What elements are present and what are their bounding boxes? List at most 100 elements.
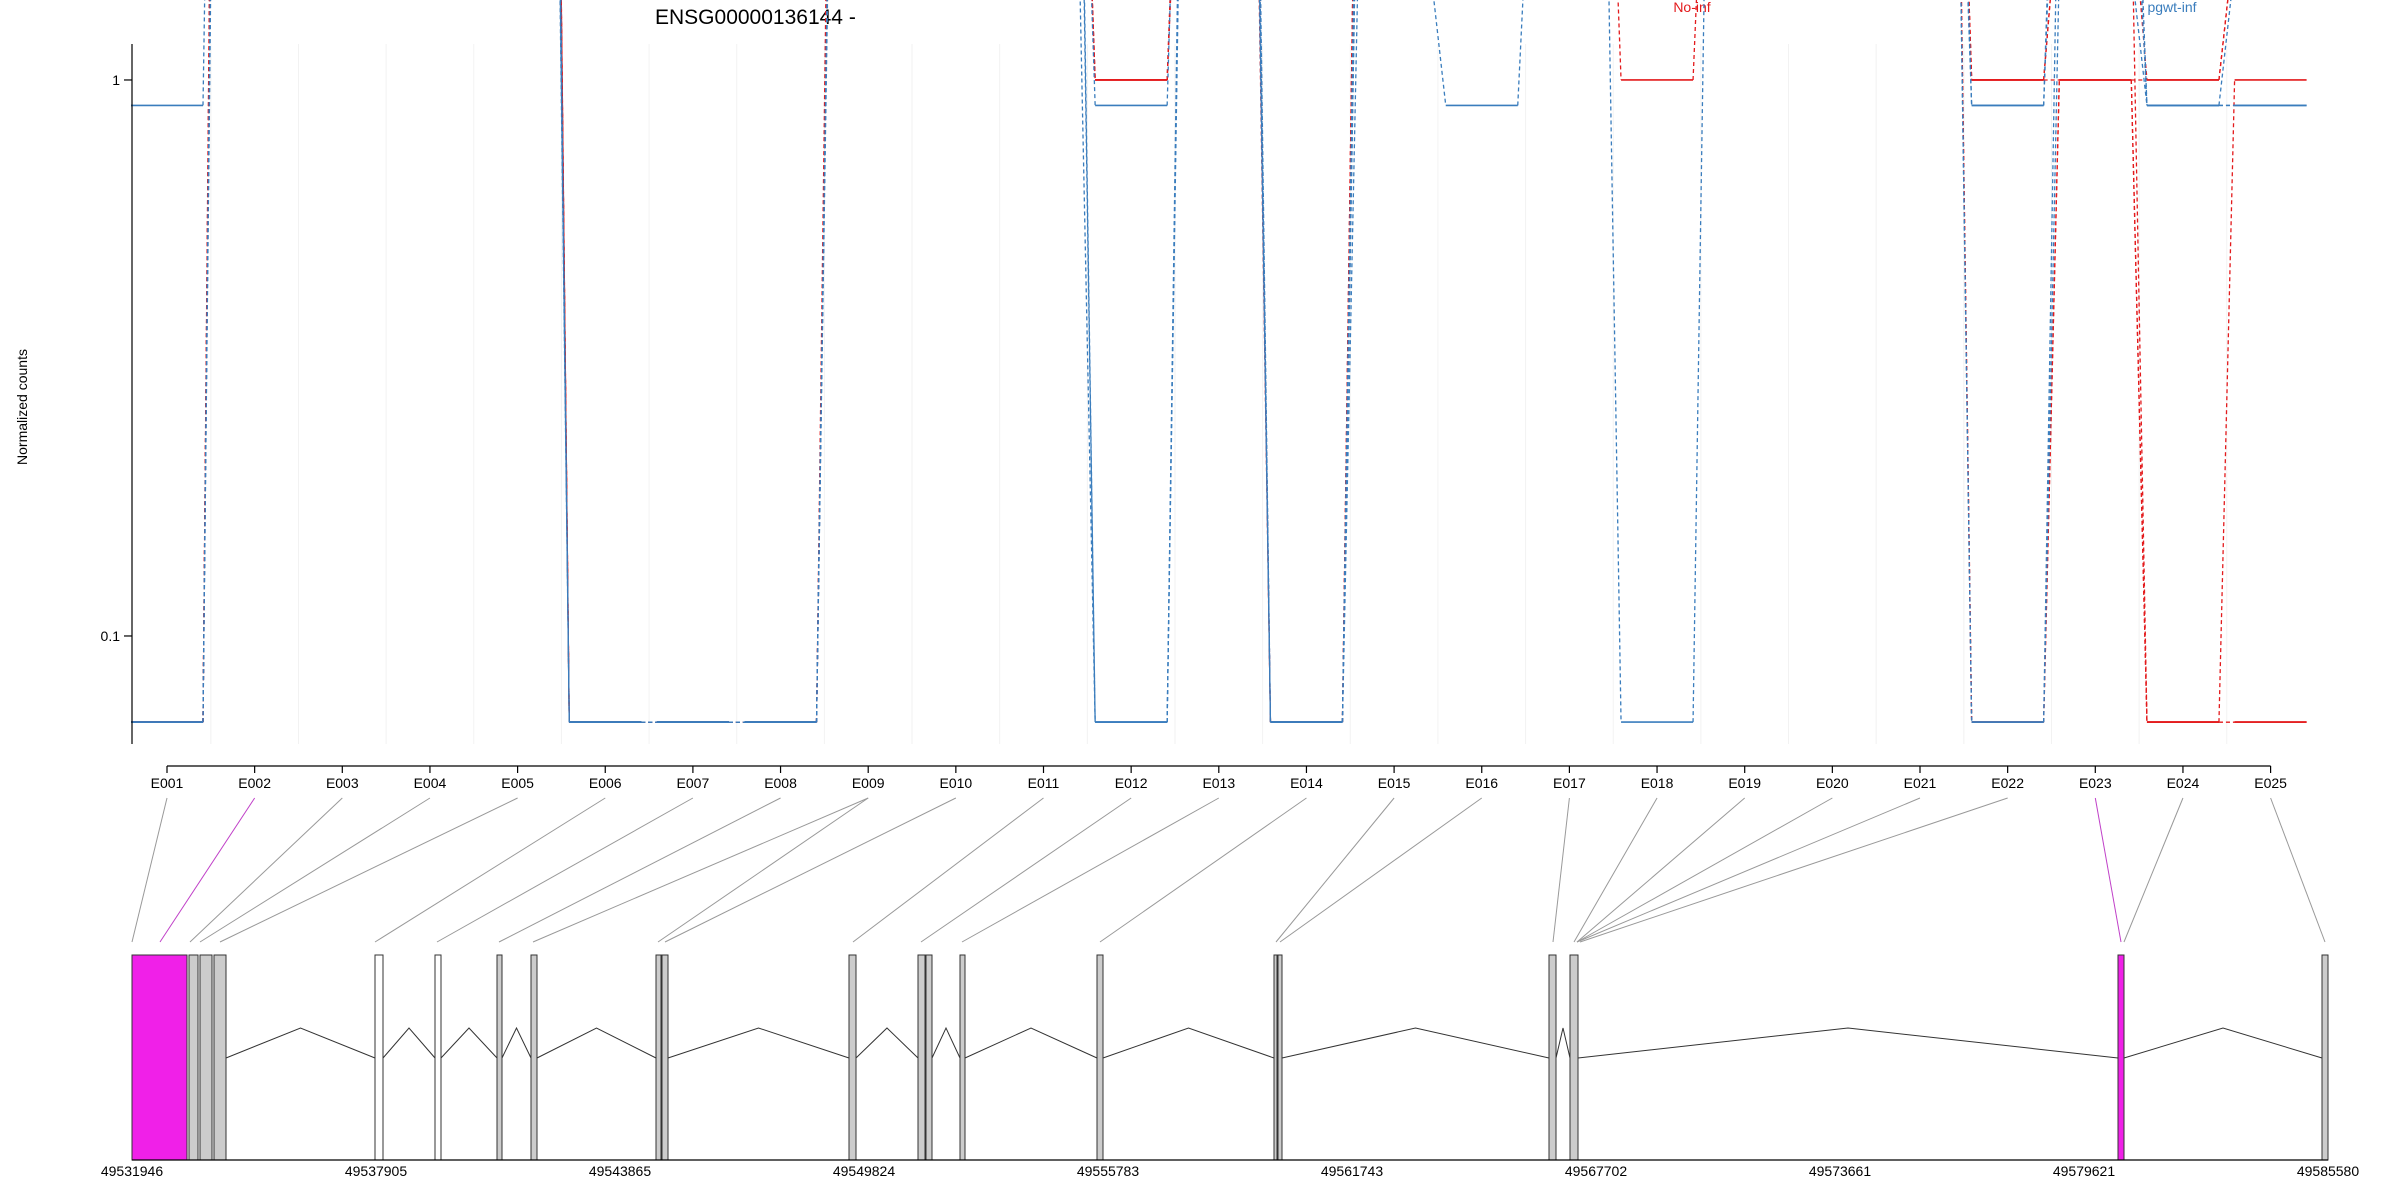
gene-model-track — [131, 954, 2329, 1161]
genome-tick-label: 49579621 — [2053, 1163, 2116, 1179]
genome-tick-label: 49567702 — [1565, 1163, 1628, 1179]
chart-title: ENSG00000136144 - — [655, 6, 856, 29]
data-connector — [1692, 0, 1705, 723]
series-no-inf-0 — [131, 0, 2229, 723]
exon-box — [496, 954, 503, 1161]
intron-line — [1577, 1027, 2119, 1059]
series-no-inf-4 — [131, 0, 2307, 723]
exon-box — [1096, 954, 1104, 1161]
data-connector — [815, 0, 829, 723]
exon-connector-line — [159, 797, 256, 943]
data-connector — [559, 0, 570, 723]
genome-tick-label: 49543865 — [589, 1163, 652, 1179]
exon-connector-line — [1275, 797, 1395, 943]
intron-line — [1102, 1027, 1275, 1059]
x-tick-label: E009 — [852, 775, 885, 791]
exon-box — [661, 954, 669, 1161]
series-pgwt-inf-6 — [131, 0, 2232, 723]
intron-line — [536, 1027, 657, 1059]
data-connector — [2141, 0, 2148, 106]
exon-box — [848, 954, 857, 1161]
series-no-inf-1 — [131, 0, 2229, 723]
exon-connector-line — [498, 797, 781, 943]
exon-connector-line — [852, 797, 1044, 943]
data-connector — [1960, 0, 1973, 723]
y-tick-label: 0.1 — [101, 628, 121, 644]
x-tick-label: E024 — [2167, 775, 2200, 791]
series-no-inf-3 — [131, 0, 2307, 723]
plot-area: 0.1110203050100 E001E002E003E004E005E006… — [101, 0, 2307, 791]
genome-tick-label: 49537905 — [345, 1163, 408, 1179]
y-axis-label: Normalized counts — [14, 349, 30, 465]
x-tick-label: E017 — [1553, 775, 1586, 791]
intron-line — [1281, 1027, 1550, 1059]
x-tick-label: E003 — [326, 775, 359, 791]
exon-connector-line — [189, 797, 343, 943]
x-tick-label: E016 — [1465, 775, 1498, 791]
x-tick-label: E025 — [2254, 775, 2287, 791]
series-lines — [131, 0, 2307, 723]
series-pgwt-inf-5 — [131, 0, 2048, 723]
data-connector — [1166, 0, 1179, 723]
legend-label-no-inf: No-inf — [1673, 0, 1710, 15]
exon-connector-line — [1576, 797, 1833, 943]
y-axis: 0.1110203050100 — [101, 44, 133, 744]
series-pgwt-inf-7 — [131, 0, 2307, 723]
exon-box — [374, 954, 384, 1161]
x-tick-label: E002 — [238, 775, 271, 791]
x-tick-label: E005 — [501, 775, 534, 791]
exon-connector-line — [219, 797, 518, 943]
exon-box — [917, 954, 926, 1161]
x-tick-label: E001 — [151, 775, 184, 791]
exon-box — [1548, 954, 1557, 1161]
exon-connector-line — [920, 797, 1132, 943]
exon-connector-line — [1552, 797, 1570, 943]
x-tick-label: E020 — [1816, 775, 1849, 791]
intron-line — [931, 1026, 961, 1059]
series-pgwt-inf-8 — [131, 0, 2307, 723]
intron-line — [501, 1026, 532, 1059]
data-connector — [2218, 79, 2236, 723]
series-no-inf-2 — [131, 0, 2307, 723]
x-tick-label: E019 — [1728, 775, 1761, 791]
x-axis: E001 E002 E003 E004 E005 E006 E007 E008 E009 E010… — [151, 765, 2287, 791]
exon-connector-line — [1576, 797, 1921, 943]
exon-connector-line — [664, 797, 957, 943]
data-connector — [1617, 0, 1622, 81]
intron-line — [1555, 1027, 1571, 1059]
exon-box — [959, 954, 966, 1161]
exon-connector-line — [1279, 797, 1483, 943]
exon-connector-line — [1576, 797, 1746, 943]
data-connector — [1259, 0, 1272, 723]
x-tick-label: E022 — [1991, 775, 2024, 791]
intron-line — [382, 1027, 436, 1059]
x-tick-label: E023 — [2079, 775, 2112, 791]
genome-tick-label: 49585580 — [2297, 1163, 2360, 1179]
data-connector — [1091, 0, 1096, 81]
genomic-coordinate-axis: 49531946 49537905 49543865 49549824 49555783… — [101, 1159, 2360, 1179]
genome-tick-label: 49555783 — [1077, 1163, 1140, 1179]
intron-line — [855, 1027, 919, 1059]
x-tick-label: E008 — [764, 775, 797, 791]
exon-box — [1273, 954, 1278, 1161]
x-tick-label: E004 — [414, 775, 447, 791]
x-tick-label: E015 — [1378, 775, 1411, 791]
exon-box — [131, 954, 188, 1161]
intron-line — [964, 1027, 1098, 1059]
x-tick-label: E014 — [1290, 775, 1323, 791]
intron-line — [440, 1027, 498, 1059]
exon-connector-line — [532, 797, 869, 943]
data-connector — [2218, 0, 2232, 106]
exon-connector-line — [2270, 797, 2326, 943]
exon-box — [434, 954, 442, 1161]
exon-box — [213, 954, 227, 1161]
data-connector — [1083, 0, 1096, 723]
exon-connector-line — [2094, 797, 2122, 943]
intron-line — [2123, 1027, 2323, 1059]
exon-connectors — [131, 797, 2326, 943]
x-tick-label: E010 — [939, 775, 972, 791]
data-connector — [2218, 0, 2229, 81]
data-connector — [1091, 0, 1096, 81]
exon-connector-line — [961, 797, 1220, 943]
